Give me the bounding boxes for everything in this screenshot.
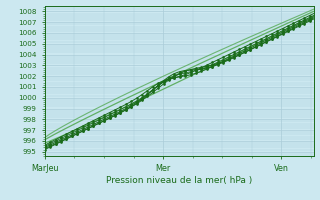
X-axis label: Pression niveau de la mer( hPa ): Pression niveau de la mer( hPa )	[106, 176, 252, 185]
